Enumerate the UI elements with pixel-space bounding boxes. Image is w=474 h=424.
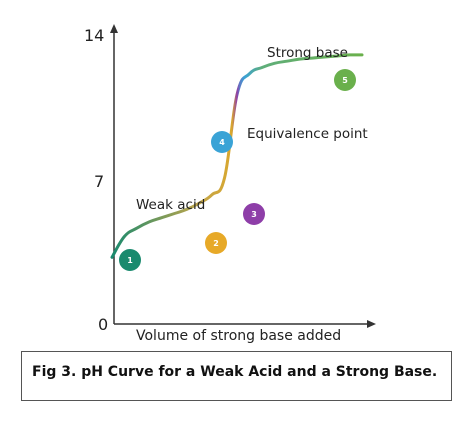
marker-1-circle [119, 249, 141, 271]
marker-4: 4 [211, 131, 233, 153]
marker-3: 3 [243, 203, 265, 225]
marker-5: 5 [334, 69, 356, 91]
annotation-equivalence-point: Equivalence point [247, 126, 368, 142]
y-tick-label-7: 7 [94, 172, 104, 191]
marker-3-label: 3 [251, 210, 257, 219]
marker-5-circle [334, 69, 356, 91]
marker-5-label: 5 [342, 76, 348, 85]
figure-caption: Fig 3. pH Curve for a Weak Acid and a St… [32, 364, 438, 380]
y-tick-label-14: 14 [84, 26, 104, 45]
marker-1: 1 [119, 249, 141, 271]
annotation-weak-acid: Weak acid [136, 197, 205, 213]
y-axis [110, 24, 118, 324]
y-tick-label-0: 0 [98, 315, 108, 334]
marker-1-label: 1 [127, 256, 133, 265]
marker-2: 2 [205, 232, 227, 254]
figure-caption-box: Fig 3. pH Curve for a Weak Acid and a St… [21, 351, 452, 401]
ph-curve-chart: 14 7 0 Volume of strong base added Stron… [84, 24, 376, 344]
x-axis [114, 320, 376, 328]
marker-4-label: 4 [219, 138, 225, 147]
marker-4-circle [211, 131, 233, 153]
marker-3-circle [243, 203, 265, 225]
marker-2-label: 2 [213, 239, 219, 248]
x-axis-label: Volume of strong base added [136, 328, 341, 344]
ph-curve-line [110, 53, 364, 259]
marker-2-circle [205, 232, 227, 254]
annotation-strong-base: Strong base [267, 45, 348, 61]
